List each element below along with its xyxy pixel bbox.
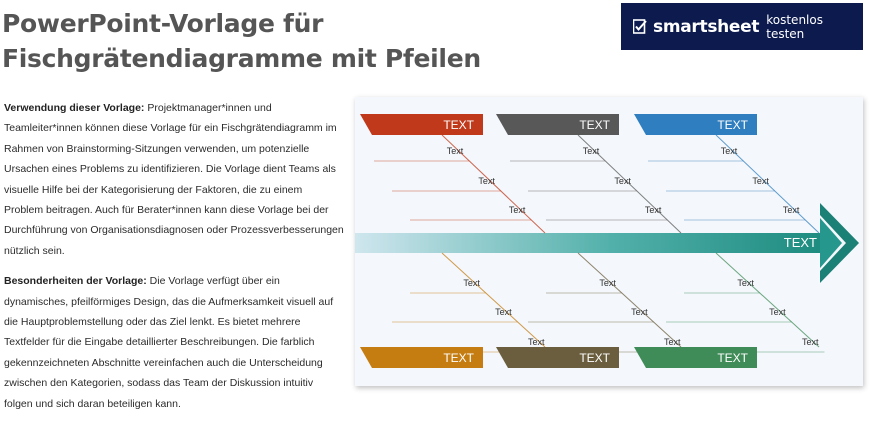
features-text: Die Vorlage verfügt über ein dynamisches…: [4, 275, 334, 410]
features-paragraph: Besonderheiten der Vorlage: Die Vorlage …: [4, 271, 344, 414]
usage-text: Projektmanager*innen und Teamleiter*inne…: [4, 102, 344, 257]
category-banner-top-1: [360, 114, 483, 135]
smartsheet-cta-button[interactable]: smartsheet kostenlos testen: [621, 3, 863, 50]
category-bone-bottom-1: [441, 252, 546, 348]
fishbone-diagram-preview: TEXT TEXT Text Text Text TEXT Text Text Text TEXT…: [355, 97, 863, 386]
category-bone-top-1: [441, 134, 546, 234]
template-description: Verwendung dieser Vorlage: Projektmanage…: [4, 98, 344, 424]
fishbone-head-label: TEXT: [784, 235, 817, 250]
category-label-bottom-1: TEXT: [443, 351, 474, 365]
cause-label-top-1-2: Text: [478, 176, 495, 186]
cause-label-bottom-1-2: Text: [495, 307, 512, 317]
category-label-bottom-3: TEXT: [717, 351, 748, 365]
category-banner-top-3: [634, 114, 757, 135]
cause-label-top-1-1: Text: [447, 146, 464, 156]
category-bone-bottom-2: [577, 252, 682, 348]
cause-label-bottom-3-3: Text: [802, 337, 819, 347]
category-label-top-3: TEXT: [717, 118, 748, 132]
page-title-line-1: PowerPoint-Vorlage für: [2, 9, 324, 38]
category-bone-bottom-3: [715, 252, 820, 348]
category-label-top-1: TEXT: [443, 118, 474, 132]
fishbone-arrow-outline: [820, 203, 859, 283]
cause-label-bottom-2-3: Text: [664, 337, 681, 347]
usage-heading: Verwendung dieser Vorlage:: [4, 102, 145, 114]
fishbone-diagram-svg: TEXT TEXT Text Text Text TEXT Text Text Text TEXT…: [355, 114, 859, 368]
cause-label-top-2-3: Text: [645, 205, 662, 215]
cause-label-bottom-3-1: Text: [737, 278, 754, 288]
category-bone-top-2: [577, 134, 682, 234]
cta-brand: smartsheet: [653, 16, 760, 37]
features-heading: Besonderheiten der Vorlage:: [4, 275, 147, 288]
fishbone-spine: [355, 233, 820, 253]
smartsheet-logo-icon: [633, 18, 647, 35]
category-label-bottom-2: TEXT: [579, 351, 610, 365]
cause-label-top-3-2: Text: [752, 176, 769, 186]
cause-label-top-1-3: Text: [509, 205, 526, 215]
usage-paragraph: Verwendung dieser Vorlage: Projektmanage…: [4, 98, 344, 261]
cause-label-bottom-1-3: Text: [528, 337, 545, 347]
cause-label-top-3-3: Text: [783, 205, 800, 215]
page-title: PowerPoint-Vorlage für Fischgrätendiagra…: [2, 6, 562, 76]
cause-label-bottom-2-1: Text: [599, 278, 616, 288]
cause-label-top-2-2: Text: [614, 176, 631, 186]
cause-label-top-3-1: Text: [721, 146, 738, 156]
category-bone-top-3: [715, 134, 820, 234]
cause-label-bottom-1-1: Text: [463, 278, 480, 288]
cause-label-bottom-3-2: Text: [769, 307, 786, 317]
cta-action: kostenlos testen: [766, 12, 823, 41]
fishbone-arrow-head: [820, 218, 842, 268]
page-title-line-2: Fischgrätendiagramme mit Pfeilen: [2, 44, 481, 73]
category-label-top-2: TEXT: [579, 118, 610, 132]
category-banner-top-2: [496, 114, 619, 135]
cause-label-bottom-2-2: Text: [631, 307, 648, 317]
cause-label-top-2-1: Text: [583, 146, 600, 156]
